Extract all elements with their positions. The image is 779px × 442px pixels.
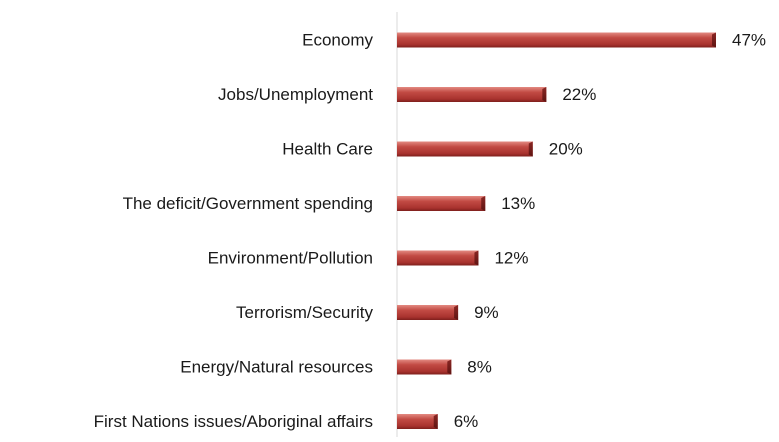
bar-end-cap [433,414,438,429]
bar [397,414,438,429]
bar-end-cap [542,87,547,102]
bar-end-cap [474,250,479,266]
bar [397,87,547,102]
category-label: Terrorism/Security [236,303,373,322]
bar [397,32,716,48]
bar [397,359,452,375]
category-label: Environment/Pollution [208,249,373,268]
category-label: Jobs/Unemployment [218,85,373,104]
value-label: 12% [494,249,528,268]
value-label: 47% [732,31,766,50]
bar-end-cap [712,32,716,48]
category-label: Economy [302,31,373,50]
value-label: 20% [549,140,583,159]
value-label: 8% [467,358,492,377]
bar-end-cap [447,359,452,375]
value-labels: 47% 22% 20% 13% 12% 9% 8% 6% [454,31,766,432]
bar [397,196,486,211]
category-label: Energy/Natural resources [180,358,373,377]
bar-end-cap [454,305,459,320]
value-label: 22% [562,85,596,104]
category-label: First Nations issues/Aboriginal affairs [94,412,373,431]
bars [397,32,716,429]
category-labels: Economy Jobs/Unemployment Health Care The d… [94,31,374,432]
category-label: The deficit/Government spending [123,194,373,213]
bar [397,250,479,266]
bar [397,141,533,157]
value-label: 13% [501,194,535,213]
bar-end-cap [528,141,533,157]
bar [397,305,459,320]
value-label: 6% [454,412,479,431]
bar-end-cap [481,196,486,211]
category-label: Health Care [282,140,373,159]
value-label: 9% [474,303,499,322]
